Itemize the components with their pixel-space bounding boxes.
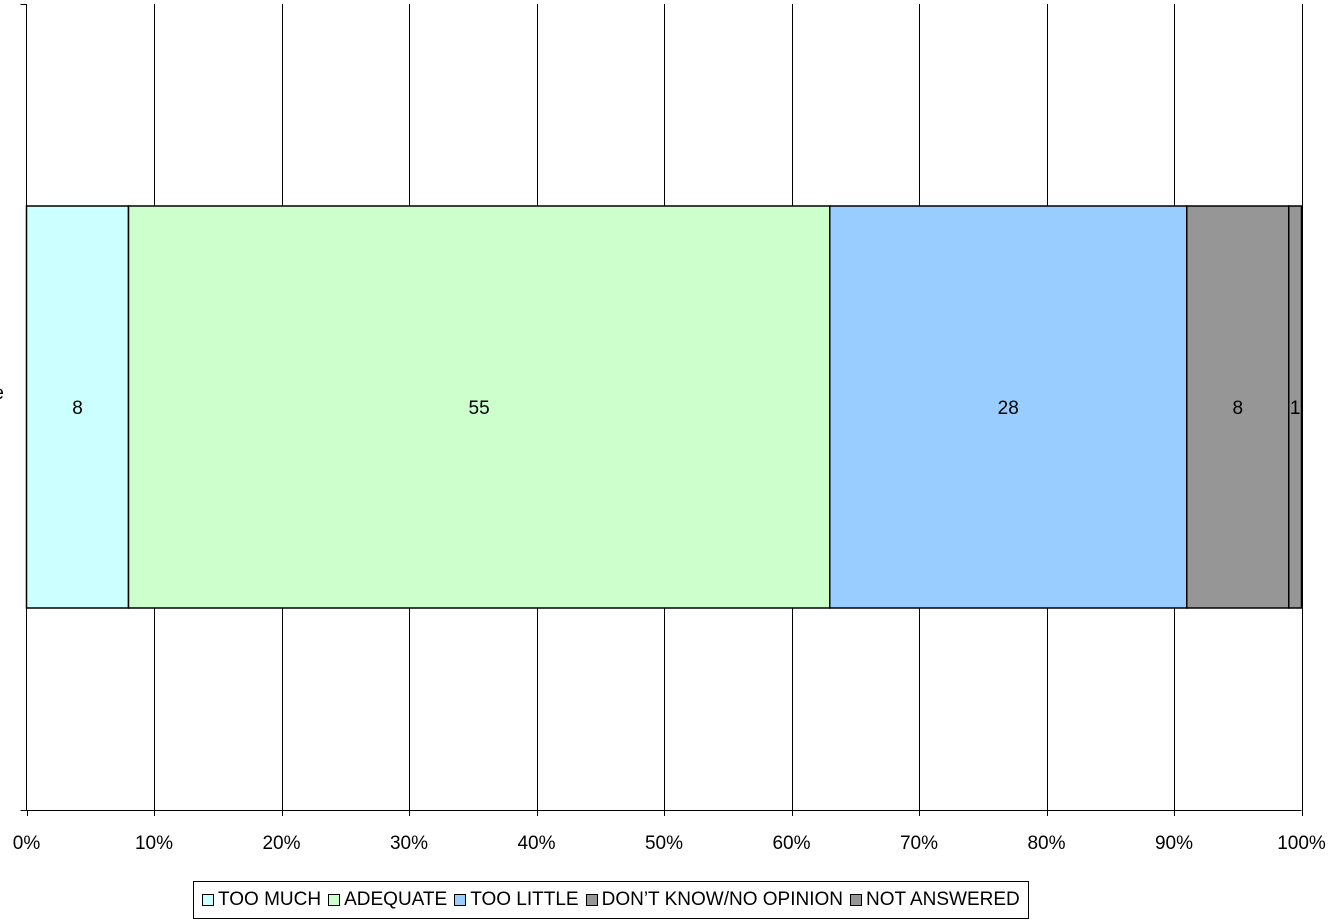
x-tick-label: 60% xyxy=(772,833,810,854)
legend-label: NOT ANSWERED xyxy=(866,889,1020,910)
x-tick-label: 30% xyxy=(390,833,428,854)
legend-swatch xyxy=(454,894,467,906)
bar-segment xyxy=(829,205,1188,609)
legend-label: DON’T KNOW/NO OPINION xyxy=(601,889,843,910)
legend-item: TOO MUCH xyxy=(202,889,321,911)
data-label: 8 xyxy=(72,398,83,419)
x-tick-label: 90% xyxy=(1155,833,1193,854)
legend-swatch xyxy=(850,894,862,906)
x-tick-label: 40% xyxy=(517,833,555,854)
labels: 8 55 28 8 1 e 0% 10% 20% 30% 40% 50% 60% 70% 80% 90% 100… xyxy=(0,383,1326,854)
legend: TOO MUCH ADEQUATE TOO LITTLE DON’T KNOW/NO … xyxy=(193,881,1029,919)
legend-item: TOO LITTLE xyxy=(454,889,579,911)
bar-segment xyxy=(1186,205,1290,609)
legend-label: TOO MUCH xyxy=(218,889,322,910)
legend-swatch xyxy=(585,894,598,906)
legend-swatch xyxy=(202,894,214,906)
legend-item: NOT ANSWERED xyxy=(850,889,1020,911)
x-tick-label: 50% xyxy=(645,833,683,854)
category-label: e xyxy=(0,383,4,404)
bar-segment xyxy=(127,205,831,609)
x-tick-label: 10% xyxy=(135,833,173,854)
bar-segments xyxy=(25,205,1303,609)
x-tick-label: 100% xyxy=(1277,833,1326,854)
legend-swatch xyxy=(328,894,341,906)
data-label: 1 xyxy=(1290,398,1301,419)
x-tick-label: 0% xyxy=(13,833,41,854)
legend-item: DON’T KNOW/NO OPINION xyxy=(585,889,843,911)
stacked-bar-chart: 8 55 28 8 1 e 0% 10% 20% 30% 40% 50% 60% 70% 80% 90% 100… xyxy=(0,4,1326,854)
data-label: 55 xyxy=(469,398,490,419)
x-tick-label: 70% xyxy=(900,833,938,854)
x-tick-label: 80% xyxy=(1027,833,1065,854)
x-tick-label: 20% xyxy=(262,833,300,854)
data-label: 8 xyxy=(1232,398,1243,419)
legend-label: TOO LITTLE xyxy=(470,889,579,910)
legend-label: ADEQUATE xyxy=(344,889,448,910)
bar-segment xyxy=(1288,205,1303,609)
legend-item: ADEQUATE xyxy=(328,889,447,911)
data-label: 28 xyxy=(998,398,1019,419)
axes xyxy=(20,4,1303,816)
